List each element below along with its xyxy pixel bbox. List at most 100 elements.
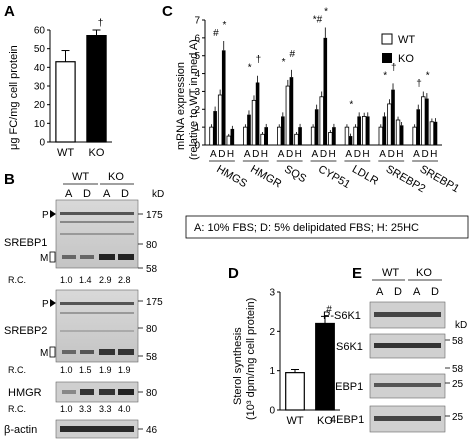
panel-c-bar-sqs-ko	[298, 127, 302, 145]
blot-srebp2-rc-value: 1.0	[60, 365, 73, 375]
blot-srebp1-rc-value: 2.9	[99, 275, 112, 285]
panel-c-bar-cyp51-wt	[328, 132, 333, 146]
blot-hmgr-name: HMGR	[8, 387, 42, 399]
legend-wt-label: WT	[398, 34, 415, 46]
blot-hmgr-rc-value: 3.3	[99, 404, 112, 414]
panel-c-legend: WT KO	[381, 33, 415, 65]
panel-b-lane-2: D	[83, 188, 91, 200]
panel-b-letter: B	[4, 171, 15, 188]
panel-c-condition-label: H	[261, 149, 268, 160]
panel-a-y-tick-label: 0	[39, 138, 45, 149]
blot-srebp2-m-label: M	[40, 348, 48, 359]
panel-c-bar-ldlr-wt	[353, 126, 358, 146]
panel-c-significance-mark: *	[426, 71, 430, 82]
panel-e-lane-1: A	[376, 286, 384, 298]
panel-c-bar-sqs-wt	[277, 126, 282, 146]
blot-srebp2-rc-value: 1.9	[99, 365, 112, 375]
panel-c-condition-label: H	[295, 149, 302, 160]
panel-a-y-tick-label: 20	[34, 100, 46, 111]
blot-srebp2-rc: R.C. 1.0 1.5 1.9 1.9	[8, 365, 131, 375]
blot-srebp1-mature-band	[62, 255, 76, 259]
blot-srebp2-p-label: P	[42, 299, 49, 310]
blot-hmgr-band	[99, 389, 115, 395]
blot-srebp1-name: SREBP1	[4, 237, 47, 249]
blot-srebp1-markers: 175 80 58	[138, 210, 163, 275]
panel-a-y-tick-label: 30	[34, 82, 46, 93]
blot-srebp1-rc: R.C. 1.0 1.4 2.9 2.8	[8, 275, 131, 285]
panel-c-condition-label: H	[329, 149, 336, 160]
panel-c-condition-label: A	[345, 149, 352, 160]
panel-e-wt-label: WT	[382, 267, 399, 279]
panel-c-condition-label: D	[320, 149, 327, 160]
panel-c-y-tick-label: 7	[194, 16, 200, 27]
panel-c-gene-label: HMGS	[214, 163, 249, 190]
panel-c-bar-sqs-ko	[281, 116, 285, 145]
panel-c-condition-label: H	[362, 149, 369, 160]
panel-a-bar-wt	[55, 61, 76, 143]
blot-srebp1-marker-58: 58	[146, 264, 158, 275]
blot-srebp2-m-bracket	[49, 346, 56, 358]
panel-c-bar-ldlr-wt	[361, 116, 367, 146]
panel-a-ylabel: μg FC/mg cell protein	[8, 45, 20, 150]
panel-a-letter: A	[4, 3, 15, 20]
blot-srebp1-rc-value: 1.0	[60, 275, 73, 285]
panel-b-kd: kD	[152, 189, 164, 200]
panel-c-ylabel: mRNA expression	[175, 62, 187, 150]
blot-srebp2-rc-label: R.C.	[8, 365, 26, 375]
panel-d: D Sterol synthesis (10³ dpm/mg cell prot…	[228, 265, 340, 427]
panel-c-bar-srebp1-wt	[429, 121, 435, 146]
blot-beta-actin-marker-46: 46	[146, 425, 158, 436]
legend-ko-swatch	[382, 53, 392, 63]
panel-c-bar-sqs-wt	[285, 85, 291, 146]
panel-c-bar-cyp51-ko	[323, 37, 328, 145]
panel-c-condition-label: H	[396, 149, 403, 160]
panel-c-condition-label: D	[354, 149, 361, 160]
panel-c-bar-hmgr-wt	[260, 133, 265, 146]
blot-srebp1-mature-band	[80, 255, 94, 259]
blot-srebp2-mature-band	[118, 349, 134, 355]
blot-srebp1-m-label: M	[40, 253, 48, 264]
panel-b-wt-label: WT	[72, 171, 89, 183]
blot-srebp1-marker-175: 175	[146, 210, 163, 221]
panel-e-ko-label: KO	[416, 267, 432, 279]
blot-hmgr-rc-value: 1.0	[60, 404, 73, 414]
panel-c-bar-hmgr-wt	[243, 126, 248, 146]
blot-srebp2-name: SREBP2	[4, 325, 47, 337]
blot-hmgr-band	[80, 389, 94, 395]
panel-d-y-tick-label: 0	[269, 406, 275, 417]
panel-c-significance-mark: †	[391, 62, 397, 73]
panel-a-significance-mark: †	[98, 18, 104, 29]
panel-c-bar-hmgs-ko	[230, 128, 235, 145]
blot-srebp2-band	[60, 312, 134, 314]
panel-c-y-tick-label: 4	[194, 69, 200, 80]
panel-c-bar-hmgs-ko	[221, 50, 226, 145]
panel-c-footnote: A: 10% FBS; D: 5% delipidated FBS; H: 25…	[194, 222, 419, 234]
panel-c-bar-srebp2-ko	[391, 89, 395, 145]
panel-e-kd: kD	[455, 320, 467, 331]
blot-srebp1-mature-band	[118, 254, 134, 260]
blot-p-4ebp1-band	[374, 383, 441, 387]
blot-hmgr-rc-label: R.C.	[8, 404, 26, 414]
panel-c-gene-label: CYP51	[316, 163, 352, 191]
blot-srebp2-rc-value: 1.9	[118, 365, 131, 375]
panel-c-bar-cyp51-wt	[319, 96, 324, 146]
panel-a-x-tick-label: KO	[89, 147, 105, 159]
panel-c-bar-srebp2-ko	[382, 116, 387, 145]
panel-c-y-tick-label: 2	[194, 105, 200, 116]
blot-srebp1-rc-label: R.C.	[8, 275, 26, 285]
panel-e-lane-2: D	[394, 286, 402, 298]
blot-srebp1-marker-80: 80	[146, 240, 158, 251]
blot-srebp1-precursor-band	[60, 212, 134, 215]
blot-4ebp1-name: 4EBP1	[330, 414, 364, 426]
panel-c-significance-mark: *	[223, 20, 227, 31]
blot-beta-actin-name: β-actin	[4, 424, 37, 436]
panel-c-bar-hmgr-wt	[251, 99, 257, 146]
blot-srebp2-band	[60, 330, 134, 332]
blot-p-s6k1-name: P-S6K1	[323, 310, 361, 322]
panel-d-y-tick-label: 1	[269, 366, 275, 377]
panel-c-significance-mark: #	[289, 49, 295, 60]
panel-c-bar-sqs-ko	[289, 77, 294, 145]
panel-c-footnote-box	[185, 215, 469, 239]
blot-srebp1-p-label: P	[42, 210, 49, 221]
blot-4ebp1-marker: 25	[452, 412, 464, 423]
